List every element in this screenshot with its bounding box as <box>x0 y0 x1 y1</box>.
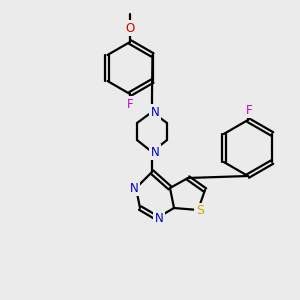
Text: N: N <box>154 212 164 226</box>
Text: S: S <box>196 205 204 218</box>
Text: N: N <box>151 146 159 158</box>
Text: N: N <box>151 106 159 118</box>
Text: N: N <box>130 182 138 194</box>
Text: O: O <box>125 22 135 34</box>
Text: F: F <box>127 98 133 110</box>
Text: F: F <box>246 103 252 116</box>
